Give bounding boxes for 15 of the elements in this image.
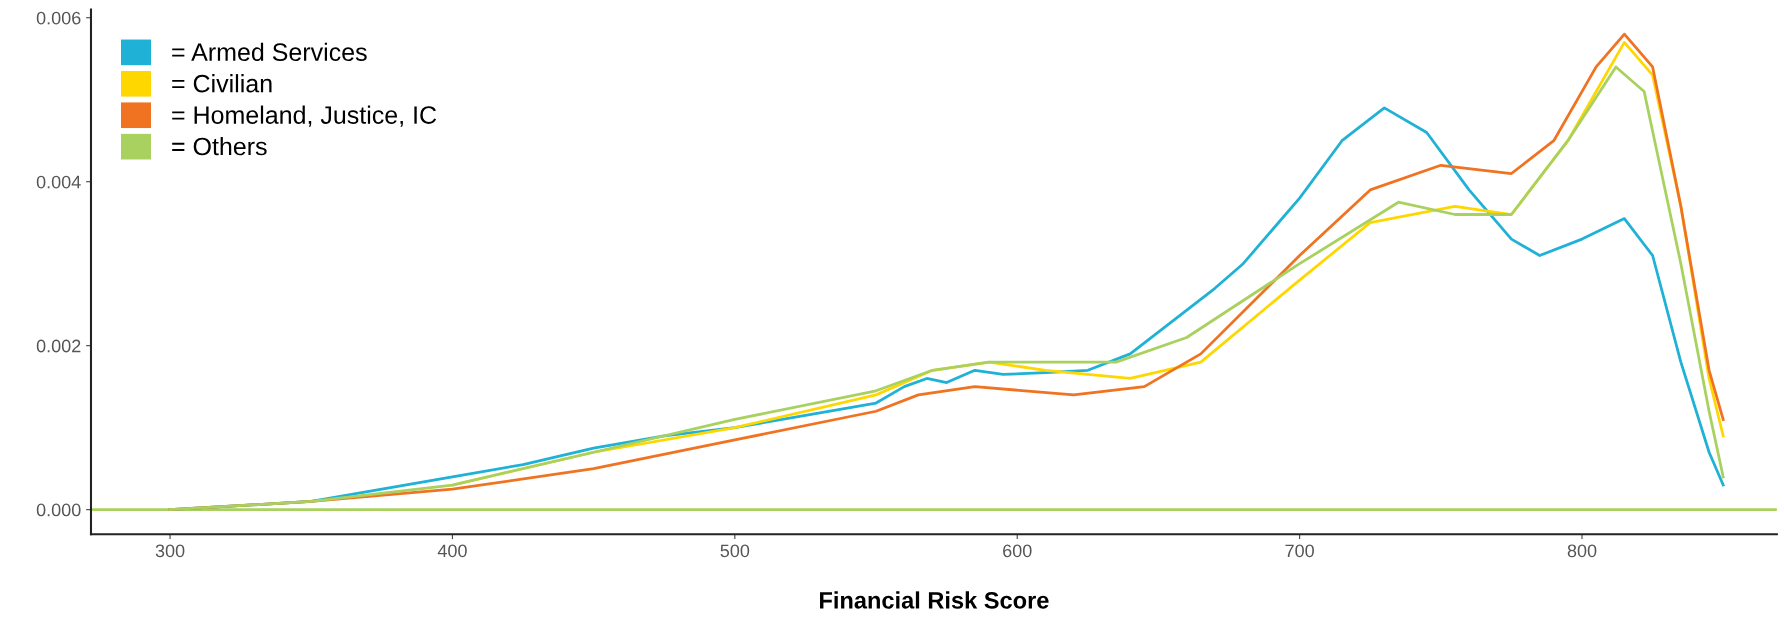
x-tick-label: 300 xyxy=(155,544,185,558)
legend-label: = Armed Services xyxy=(172,42,367,62)
x-tick-label: 400 xyxy=(437,544,467,558)
legend-label: = Others xyxy=(172,136,267,156)
y-tick-label: 0.000 xyxy=(36,503,81,517)
x-tick-label: 700 xyxy=(1285,544,1314,558)
x-tick-label: 500 xyxy=(720,544,750,558)
legend-label: = Civilian xyxy=(172,74,272,93)
x-tick-label: 600 xyxy=(1003,544,1032,558)
legend-label: = Homeland, Justice, IC xyxy=(172,105,437,127)
y-tick-label: 0.006 xyxy=(36,11,81,25)
x-tick-label: 800 xyxy=(1567,544,1597,558)
y-tick-label: 0.004 xyxy=(36,175,81,189)
y-tick-label: 0.002 xyxy=(36,339,81,353)
x-axis-title: Financial Risk Score xyxy=(820,591,1049,609)
